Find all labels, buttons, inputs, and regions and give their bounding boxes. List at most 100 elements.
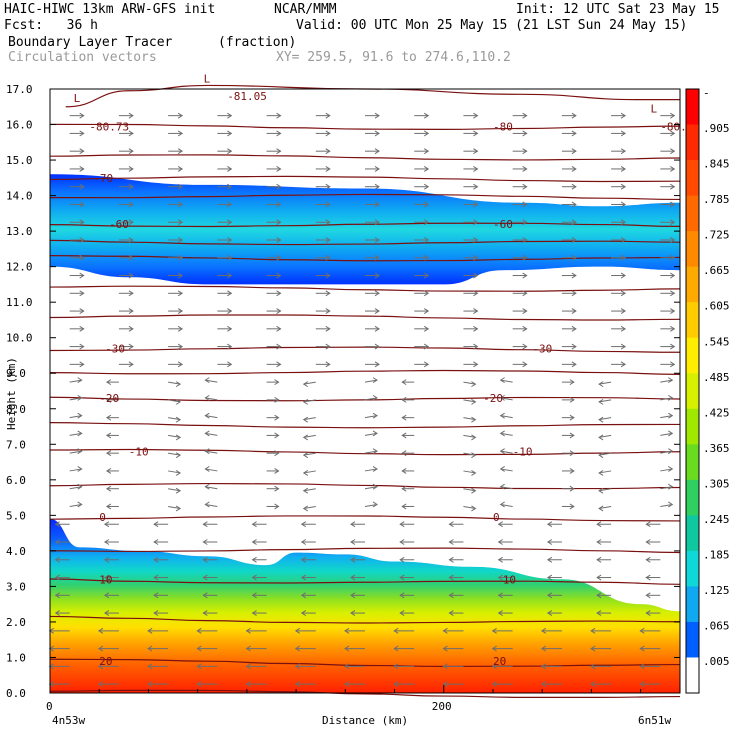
x-tick-label: 200 xyxy=(432,700,452,713)
model-title: HAIC-HIWC 13km ARW-GFS init xyxy=(4,2,216,17)
vector-arrowhead xyxy=(274,485,280,492)
vector-arrowhead xyxy=(546,592,553,599)
vector-arrow xyxy=(69,503,82,507)
vector-arrow xyxy=(364,397,378,401)
vector-arrowhead xyxy=(401,468,407,474)
vector-arrow xyxy=(168,505,181,509)
vector-arrowhead xyxy=(177,343,184,350)
vector-arrowhead xyxy=(204,430,210,437)
vector-arrowhead xyxy=(473,201,479,208)
x-end-label: 6n51w xyxy=(638,714,671,727)
vector-arrowhead xyxy=(522,254,528,261)
vector-arrowhead xyxy=(645,556,651,563)
colorbar-swatch xyxy=(686,657,699,694)
vector-arrowhead xyxy=(522,166,528,172)
vector-arrowhead xyxy=(620,361,627,368)
y-tick-label: 12.0 xyxy=(6,261,33,274)
vector-arrowhead xyxy=(670,308,676,314)
vector-arrowhead xyxy=(620,148,627,155)
contour-label: -60 xyxy=(493,218,513,231)
vector-arrowhead xyxy=(670,201,676,208)
vector-arrowhead xyxy=(276,325,282,332)
colorbar-swatch xyxy=(686,550,699,587)
vector-arrowhead xyxy=(473,272,479,279)
colorbar-label: .785 xyxy=(703,193,730,206)
vector-arrowhead xyxy=(571,183,577,190)
vector-arrowhead xyxy=(473,183,479,190)
y-tick-label: 8.0 xyxy=(6,403,26,416)
vector-arrowhead xyxy=(372,412,378,419)
vector-arrowhead xyxy=(571,290,577,297)
vector-arrowhead xyxy=(491,681,497,688)
y-axis-label: Height (km) xyxy=(5,357,18,430)
vector-arrowhead xyxy=(596,539,602,545)
vector-arrowhead xyxy=(294,663,301,670)
vector-arrowhead xyxy=(153,574,159,581)
contour-line xyxy=(49,369,681,375)
vector-arrowhead xyxy=(325,112,331,119)
colorbar-label: - xyxy=(703,87,710,100)
vector-arrowhead xyxy=(448,610,454,616)
vector-arrowhead xyxy=(522,130,528,137)
vector-arrowhead xyxy=(79,308,85,314)
vector-arrowhead xyxy=(571,201,577,208)
vector-arrowhead xyxy=(423,308,430,314)
vector-arrowhead xyxy=(668,394,674,401)
vector-arrowhead xyxy=(571,112,577,119)
vector-arrow xyxy=(303,452,316,456)
contour-line xyxy=(49,658,681,668)
vector-arrowhead xyxy=(128,361,134,368)
vector-arrowhead xyxy=(471,487,477,494)
contour-label: -81.05 xyxy=(227,90,267,103)
vector-arrowhead xyxy=(105,485,112,492)
vector-arrowhead xyxy=(522,219,528,226)
colorbar-label: .065 xyxy=(703,619,730,632)
vector-arrow xyxy=(168,417,181,421)
vector-arrowhead xyxy=(569,432,575,439)
contour-label: -30 xyxy=(532,342,552,355)
lower-tracer-layer xyxy=(50,518,680,693)
vector-arrowhead xyxy=(196,681,202,688)
vector-arrowhead xyxy=(590,645,596,652)
vector-arrowhead xyxy=(128,148,134,155)
vector-arrowhead xyxy=(276,112,282,119)
vector-arrowhead xyxy=(374,272,380,279)
vector-arrowhead xyxy=(276,201,282,208)
vector-arrowhead xyxy=(227,308,233,314)
y-tick-label: 4.0 xyxy=(6,545,26,558)
vector-arrowhead xyxy=(251,574,257,581)
vector-arrowhead xyxy=(598,505,604,512)
vector-arrow xyxy=(303,399,316,403)
vector-arrowhead xyxy=(522,201,528,208)
field-name: Boundary Layer Tracer xyxy=(8,35,173,50)
vector-arrowhead xyxy=(499,394,505,401)
vector-arrowhead xyxy=(423,254,430,261)
vector-arrowhead xyxy=(499,412,505,419)
vector-arrowhead xyxy=(374,166,380,172)
vector-arrowhead xyxy=(204,377,210,384)
vector-arrowhead xyxy=(473,290,479,297)
vector-arrowhead xyxy=(372,483,378,490)
vector-arrow xyxy=(660,450,673,454)
vector-arrow xyxy=(364,486,378,490)
vector-arrowhead xyxy=(177,219,184,226)
vector-arrowhead xyxy=(522,148,528,155)
vector-arrowhead xyxy=(227,361,233,368)
vector-arrow xyxy=(463,452,476,456)
contour-label: 0 xyxy=(99,511,106,524)
contour-line xyxy=(49,482,681,490)
vector-arrowhead xyxy=(105,432,112,439)
vector-arrowhead xyxy=(471,381,477,388)
vector-arrowhead xyxy=(670,343,676,350)
colorbar-label: .005 xyxy=(703,655,730,668)
vector-arrow xyxy=(364,415,378,419)
vector-arrow xyxy=(660,415,673,419)
vector-arrowhead xyxy=(175,434,182,441)
vector-arrowhead xyxy=(620,325,627,332)
vector-arrowhead xyxy=(645,610,651,616)
vector-arrowhead xyxy=(54,539,60,545)
vector-arrowhead xyxy=(423,166,430,172)
vector-arrowhead xyxy=(569,414,575,421)
vector-arrowhead xyxy=(128,166,134,172)
vector-arrowhead xyxy=(325,148,331,155)
